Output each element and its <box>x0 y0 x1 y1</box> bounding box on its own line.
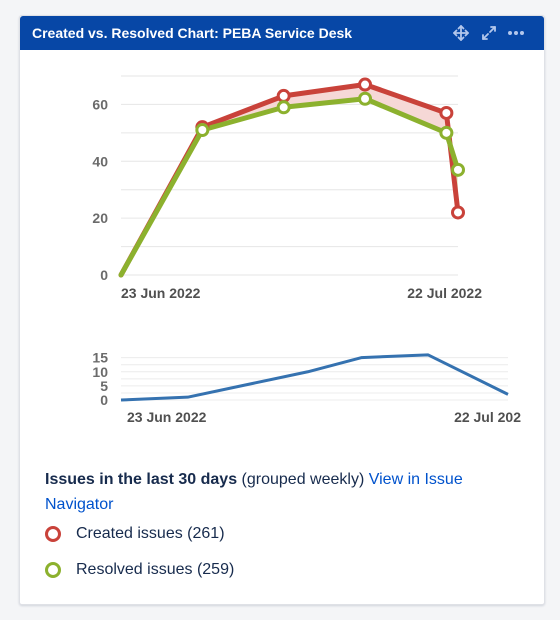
created-data-point <box>439 105 454 120</box>
legend-created-label: Created issues (261) <box>76 525 225 542</box>
resolved-data-point <box>439 125 454 140</box>
x-tick-label: 22 Jul 202 <box>454 409 521 425</box>
resolved-data-point <box>451 162 465 177</box>
created-vs-resolved-gadget: Created vs. Resolved Chart: PEBA Service… <box>19 15 545 605</box>
summary-text: Issues in the last 30 days (grouped week… <box>45 467 515 517</box>
created-legend-marker <box>45 526 61 542</box>
gadget-header: Created vs. Resolved Chart: PEBA Service… <box>20 16 544 50</box>
difference-area <box>365 84 447 133</box>
resolved-data-point <box>276 100 291 115</box>
created-data-point <box>358 77 373 92</box>
legend-item-resolved[interactable]: Resolved issues (259) <box>45 559 234 581</box>
x-tick-label: 22 Jul 2022 <box>407 285 482 301</box>
view-in-issue-navigator-link[interactable]: View in Issue Navigator <box>45 471 463 513</box>
created-data-point <box>451 205 465 220</box>
move-icon[interactable] <box>451 23 471 43</box>
y-tick-label: 0 <box>100 392 108 408</box>
gadget-title: Created vs. Resolved Chart: PEBA Service… <box>32 25 353 41</box>
y-tick-label: 40 <box>92 153 108 169</box>
difference-area <box>283 84 366 108</box>
expand-icon[interactable] <box>479 23 499 43</box>
y-tick-label: 20 <box>92 210 108 226</box>
y-tick-label: 10 <box>92 364 108 380</box>
legend-resolved-label: Resolved issues (259) <box>76 561 235 578</box>
overview-series-line <box>120 353 509 402</box>
y-tick-label: 0 <box>100 267 108 283</box>
summary-heading: Issues in the last 30 days <box>45 471 238 488</box>
more-icon[interactable] <box>506 23 526 43</box>
legend-item-created[interactable]: Created issues (261) <box>45 523 225 545</box>
y-tick-label: 15 <box>92 350 108 366</box>
resolved-data-point <box>358 91 373 106</box>
y-tick-label: 60 <box>92 96 108 112</box>
summary-grouping: (grouped weekly) <box>241 471 365 488</box>
resolved-data-point <box>195 123 210 138</box>
x-tick-label: 23 Jun 2022 <box>127 409 207 425</box>
x-tick-label: 23 Jun 2022 <box>121 285 201 301</box>
y-tick-label: 5 <box>100 378 108 394</box>
created-vs-resolved-chart: 0 20 40 60 23 Jun 2022 22 Jul 2022 <box>92 75 482 301</box>
resolved-legend-marker <box>45 562 61 578</box>
